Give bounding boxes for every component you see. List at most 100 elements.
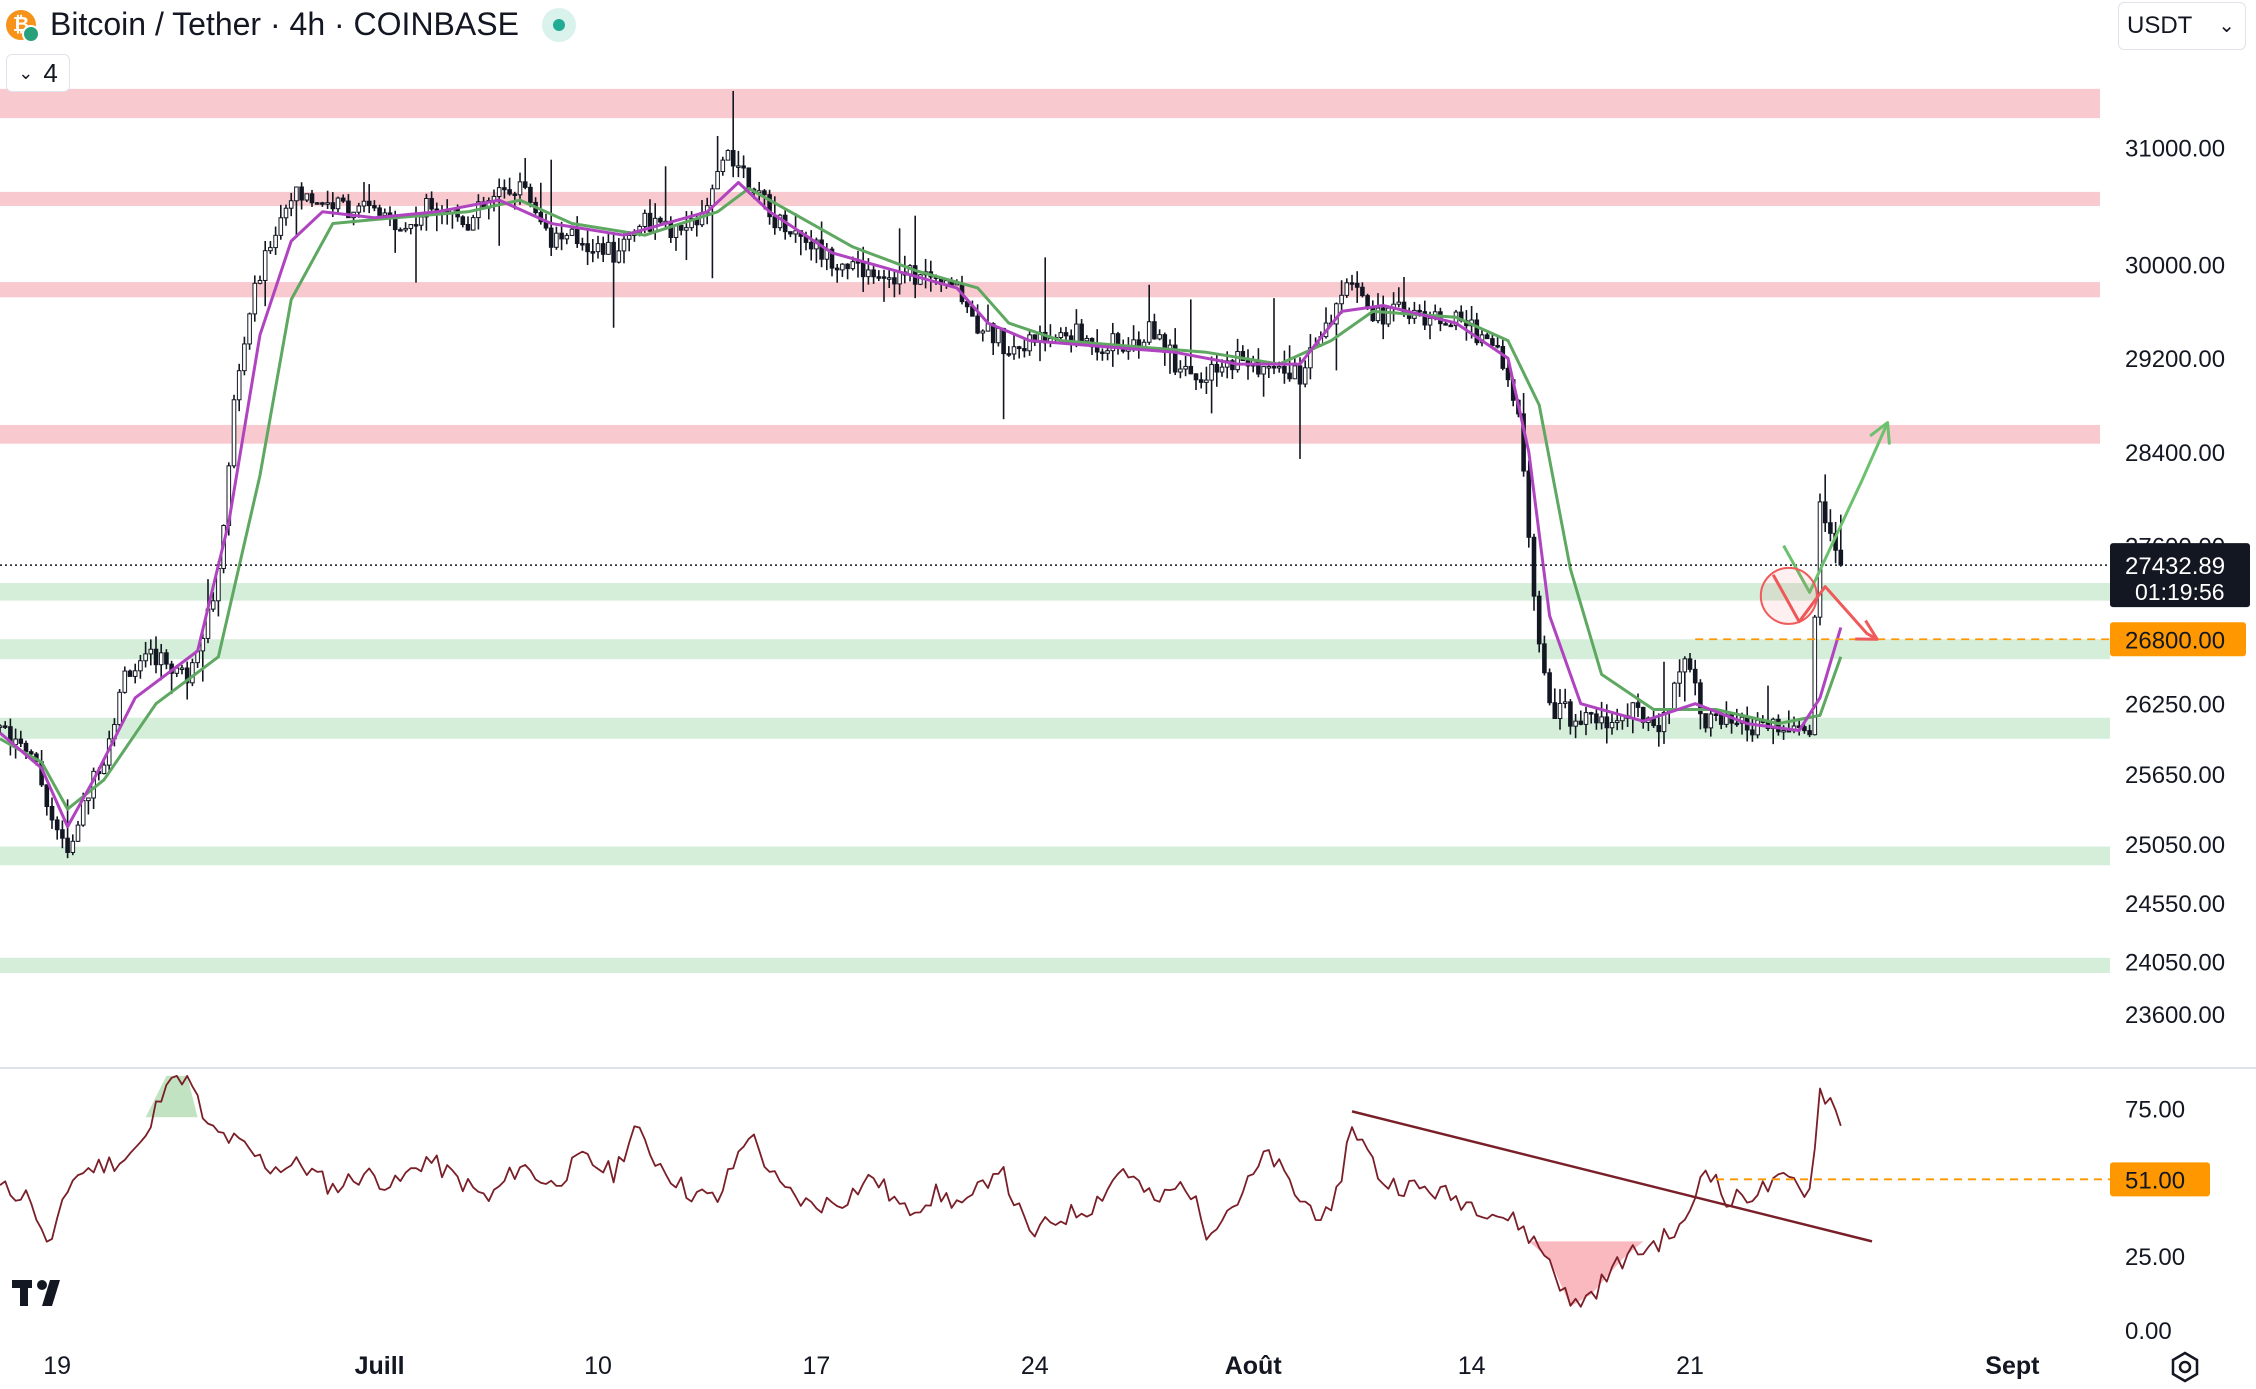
candle-body bbox=[1568, 701, 1573, 727]
candle-body bbox=[361, 200, 367, 207]
candle-body bbox=[840, 263, 845, 271]
candle-body bbox=[1266, 366, 1272, 369]
candle-body bbox=[1755, 719, 1760, 736]
candle-body bbox=[236, 370, 242, 401]
price-tick-label: 28400.00 bbox=[2125, 440, 2225, 467]
candle-body bbox=[200, 637, 206, 652]
candle-body bbox=[1547, 672, 1552, 704]
candle-body bbox=[689, 218, 694, 229]
candle-body bbox=[730, 150, 736, 167]
candle-body bbox=[585, 243, 590, 253]
market-status-icon[interactable] bbox=[542, 8, 576, 42]
candle-body bbox=[164, 652, 169, 665]
candle-body bbox=[1152, 321, 1157, 340]
candle-body bbox=[996, 327, 1001, 344]
candle-body bbox=[1448, 324, 1454, 328]
settings-gear-icon[interactable] bbox=[2168, 1350, 2202, 1384]
candle-body bbox=[424, 197, 429, 218]
candle-body bbox=[413, 224, 419, 227]
candle-body bbox=[710, 188, 715, 207]
candle-body bbox=[148, 648, 154, 655]
candle-body bbox=[325, 202, 330, 205]
chevron-down-icon: ⌄ bbox=[2218, 15, 2235, 37]
candle-body bbox=[86, 797, 91, 802]
candle-body bbox=[122, 670, 128, 693]
bearish-arrow-head bbox=[1855, 619, 1879, 641]
candle-body bbox=[1573, 720, 1578, 727]
candle-body bbox=[70, 840, 76, 853]
bitcoin-icon: ₿ bbox=[6, 10, 40, 43]
candle-body bbox=[1822, 501, 1828, 524]
candle-body bbox=[1692, 668, 1698, 684]
candle-body bbox=[1146, 321, 1152, 343]
candle-body bbox=[1495, 345, 1500, 348]
candle-body bbox=[294, 186, 299, 202]
candle-body bbox=[1006, 353, 1012, 356]
candle-body bbox=[600, 243, 606, 255]
bearish-scenario-line bbox=[1771, 574, 1878, 641]
candle-body bbox=[1219, 366, 1225, 373]
price-marker-circle bbox=[1759, 566, 1818, 625]
candle-body bbox=[247, 313, 252, 345]
candle-body bbox=[658, 217, 663, 223]
candle-body bbox=[881, 276, 887, 279]
candle-body bbox=[517, 181, 523, 196]
candle-body bbox=[184, 667, 190, 684]
candle-body bbox=[1386, 307, 1391, 325]
candle-body bbox=[1776, 718, 1781, 733]
candle-body bbox=[1828, 522, 1833, 534]
candle-body bbox=[808, 241, 814, 250]
candle-body bbox=[408, 224, 414, 229]
candle-body bbox=[819, 239, 824, 260]
candle-body bbox=[569, 228, 575, 236]
candle-body bbox=[288, 200, 294, 209]
candle-body bbox=[117, 691, 122, 726]
candle-body bbox=[1531, 536, 1537, 597]
symbol-title[interactable]: Bitcoin / Tether · 4h · COINBASE bbox=[50, 6, 519, 42]
candle-body bbox=[153, 648, 159, 666]
candle-body bbox=[1396, 301, 1402, 305]
candle-body bbox=[1058, 332, 1064, 339]
bullish-scenario-line bbox=[1782, 421, 1889, 594]
ema-lines bbox=[0, 181, 1843, 829]
candle-body bbox=[1302, 367, 1308, 385]
candle-body bbox=[866, 269, 871, 278]
rsi-line bbox=[0, 1075, 1842, 1308]
candle-body bbox=[767, 194, 772, 218]
candle-body bbox=[366, 200, 372, 207]
candle-body bbox=[18, 738, 24, 744]
tradingview-logo-icon[interactable] bbox=[12, 1278, 72, 1308]
candle-body bbox=[1698, 682, 1703, 715]
candle-body bbox=[138, 660, 143, 672]
candle-body bbox=[1240, 351, 1246, 362]
candle-body bbox=[1183, 365, 1188, 370]
candle-body bbox=[1339, 294, 1344, 305]
candle-body bbox=[356, 205, 362, 213]
bullish-arrow-head bbox=[1869, 421, 1891, 445]
collapse-indicators-button[interactable]: ⌄ 4 bbox=[6, 54, 70, 92]
candle-body bbox=[299, 186, 304, 201]
candle-body bbox=[1022, 348, 1027, 352]
candle-body bbox=[1308, 347, 1313, 369]
axes: 31000.0030000.0029200.0028400.0027600.00… bbox=[43, 135, 2250, 1380]
price-tick-label: 26250.00 bbox=[2125, 692, 2225, 719]
level-price-tag bbox=[2110, 622, 2246, 657]
candle-body bbox=[1542, 643, 1547, 674]
rsi-oversold-fill bbox=[1528, 1241, 1644, 1307]
candle-body bbox=[0, 725, 3, 728]
currency-select[interactable]: USDT ⌄ bbox=[2118, 2, 2246, 50]
candle-body bbox=[1276, 365, 1282, 369]
candle-body bbox=[1708, 713, 1714, 729]
candle-body bbox=[892, 277, 897, 285]
candle-body bbox=[372, 205, 377, 209]
candle-body bbox=[741, 165, 746, 169]
candle-body bbox=[1750, 729, 1755, 736]
indicator-count: 4 bbox=[43, 57, 58, 88]
candle-body bbox=[611, 241, 616, 263]
candle-body bbox=[1672, 682, 1677, 712]
candle-body bbox=[132, 670, 138, 677]
candle-body bbox=[314, 202, 320, 205]
candle-body bbox=[1084, 337, 1090, 342]
candle-body bbox=[1063, 332, 1069, 337]
